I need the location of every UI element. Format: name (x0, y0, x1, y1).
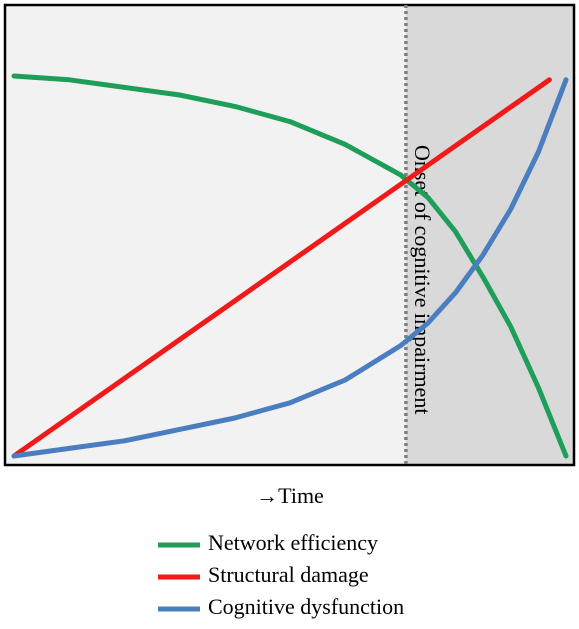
legend-label: Network efficiency (208, 530, 378, 555)
plot-frame (3, 3, 576, 467)
pre-onset-region (5, 5, 406, 465)
legend-label: Structural damage (208, 562, 369, 587)
series-line (11, 77, 569, 459)
legend-label: Cognitive dysfunction (208, 594, 404, 619)
series-line (11, 73, 569, 459)
x-axis-label: →Time (256, 483, 324, 508)
series-line (11, 77, 552, 459)
